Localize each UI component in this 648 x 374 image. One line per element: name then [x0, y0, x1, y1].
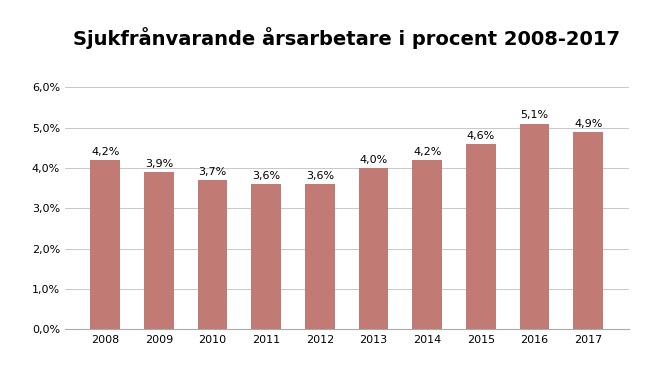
Bar [305, 184, 334, 329]
Text: 3,9%: 3,9% [145, 159, 173, 169]
Bar [91, 160, 120, 329]
Bar [251, 184, 281, 329]
Bar [466, 144, 496, 329]
Text: 3,6%: 3,6% [306, 171, 334, 181]
Text: 4,2%: 4,2% [413, 147, 441, 157]
Bar [520, 124, 550, 329]
Text: 3,7%: 3,7% [198, 167, 227, 177]
Text: 5,1%: 5,1% [520, 110, 549, 120]
Title: Sjukfrånvarande årsarbetare i procent 2008-2017: Sjukfrånvarande årsarbetare i procent 20… [73, 27, 620, 49]
Bar [144, 172, 174, 329]
Bar [198, 180, 227, 329]
Text: 4,2%: 4,2% [91, 147, 119, 157]
Text: 4,0%: 4,0% [360, 155, 388, 165]
Text: 4,6%: 4,6% [467, 131, 495, 141]
Bar [573, 132, 603, 329]
Text: 4,9%: 4,9% [574, 119, 603, 129]
Text: 3,6%: 3,6% [252, 171, 280, 181]
Bar [412, 160, 442, 329]
Bar [359, 168, 388, 329]
